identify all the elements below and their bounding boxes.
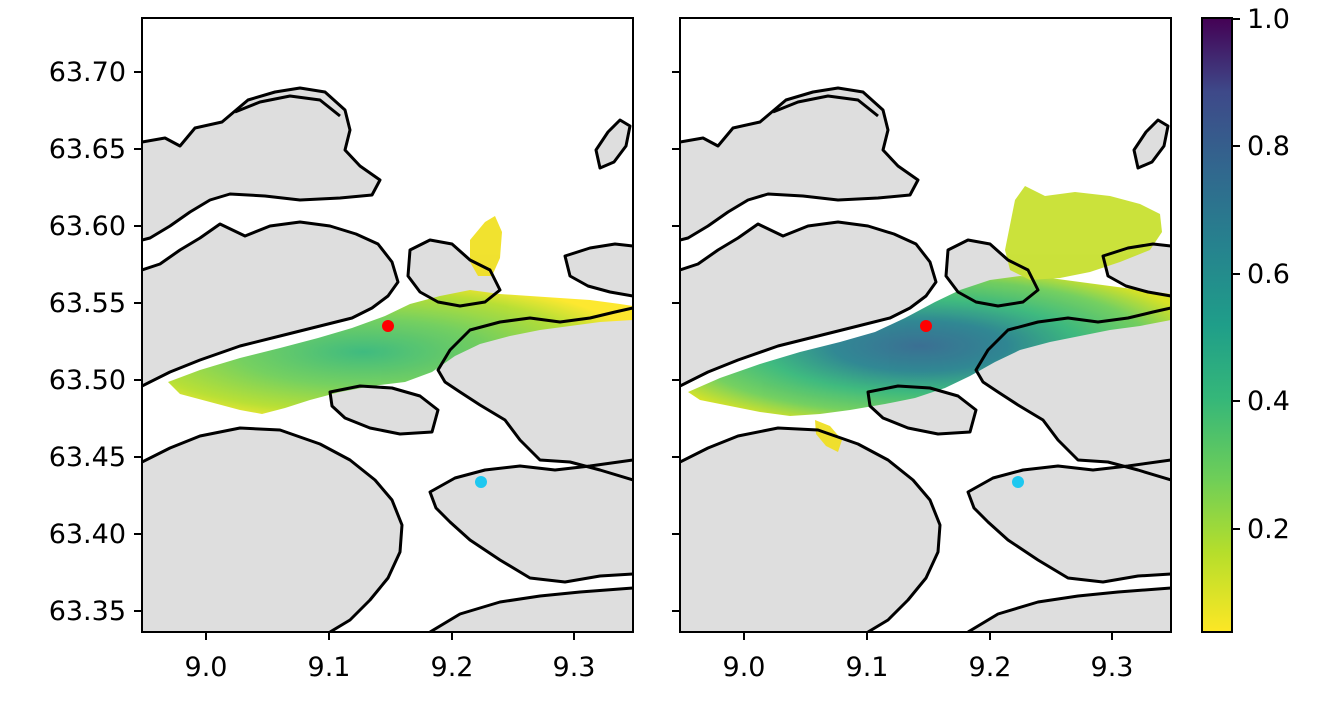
left-ytick-label: 63.70 — [49, 57, 126, 88]
right-xtick-label: 9.1 — [846, 652, 889, 683]
land-northeast-islets — [596, 120, 630, 168]
left-plume-north-arm — [470, 216, 502, 276]
right-plume-north-spread — [1005, 186, 1162, 280]
colorbar-tick-label: 0.6 — [1247, 259, 1290, 290]
right-marker-cyan — [1012, 476, 1024, 488]
colorbar-tick-label: 1.0 — [1247, 4, 1290, 35]
land-east-finger — [565, 244, 633, 296]
left-ytick-label: 63.65 — [49, 134, 126, 165]
right-xtick-label: 9.2 — [969, 652, 1012, 683]
right-axes-frame — [679, 17, 1172, 633]
left-ytick-label: 63.35 — [49, 596, 126, 627]
right-land-group — [680, 88, 1171, 632]
left-ytick-label: 63.60 — [49, 211, 126, 242]
colorbar: 0.2 0.4 0.6 0.8 1.0 — [1201, 4, 1290, 633]
left-map-panel: 9.0 9.1 9.2 9.3 63.35 63.40 63.45 63.50 … — [49, 17, 634, 683]
left-land-group — [142, 88, 633, 632]
colorbar-frame — [1201, 17, 1233, 633]
land-south-strip — [430, 588, 633, 632]
right-xtick-label: 9.3 — [1091, 652, 1134, 683]
left-ytick-label: 63.55 — [49, 288, 126, 319]
left-coastlines — [142, 86, 633, 632]
left-axes-frame — [141, 17, 634, 633]
right-xtick-label: 9.0 — [723, 652, 766, 683]
land-southwest — [142, 428, 402, 632]
left-ytick-label: 63.40 — [49, 519, 126, 550]
left-marker-cyan — [475, 476, 487, 488]
left-xtick-label: 9.2 — [431, 652, 474, 683]
land-island-north — [235, 96, 340, 128]
left-x-ticks — [205, 632, 575, 640]
colorbar-tick-label: 0.4 — [1247, 386, 1290, 417]
colorbar-ticks — [1232, 18, 1240, 530]
right-coastlines — [680, 86, 1171, 632]
land-center-island — [408, 240, 500, 306]
right-marker-red — [920, 320, 932, 332]
left-y-ticks — [134, 71, 142, 612]
left-xtick-label: 9.0 — [185, 652, 228, 683]
colorbar-tick-label: 0.2 — [1247, 514, 1290, 545]
left-marker-red — [382, 320, 394, 332]
colorbar-tick-label: 0.8 — [1247, 131, 1290, 162]
right-x-ticks — [743, 632, 1113, 640]
left-xtick-label: 9.3 — [553, 652, 596, 683]
land-east — [438, 308, 633, 480]
right-plume — [688, 186, 1171, 452]
right-map-panel: 9.0 9.1 9.2 9.3 — [672, 17, 1172, 683]
left-ytick-label: 63.50 — [49, 365, 126, 396]
right-plume-area — [688, 276, 1171, 416]
right-plume-south-tail — [815, 420, 842, 452]
colorbar-gradient — [1202, 18, 1232, 632]
left-ytick-label: 63.45 — [49, 442, 126, 473]
left-xtick-label: 9.1 — [308, 652, 351, 683]
land-west-peninsula — [142, 222, 398, 386]
land-southeast — [430, 460, 633, 582]
right-y-ticks — [672, 71, 680, 612]
